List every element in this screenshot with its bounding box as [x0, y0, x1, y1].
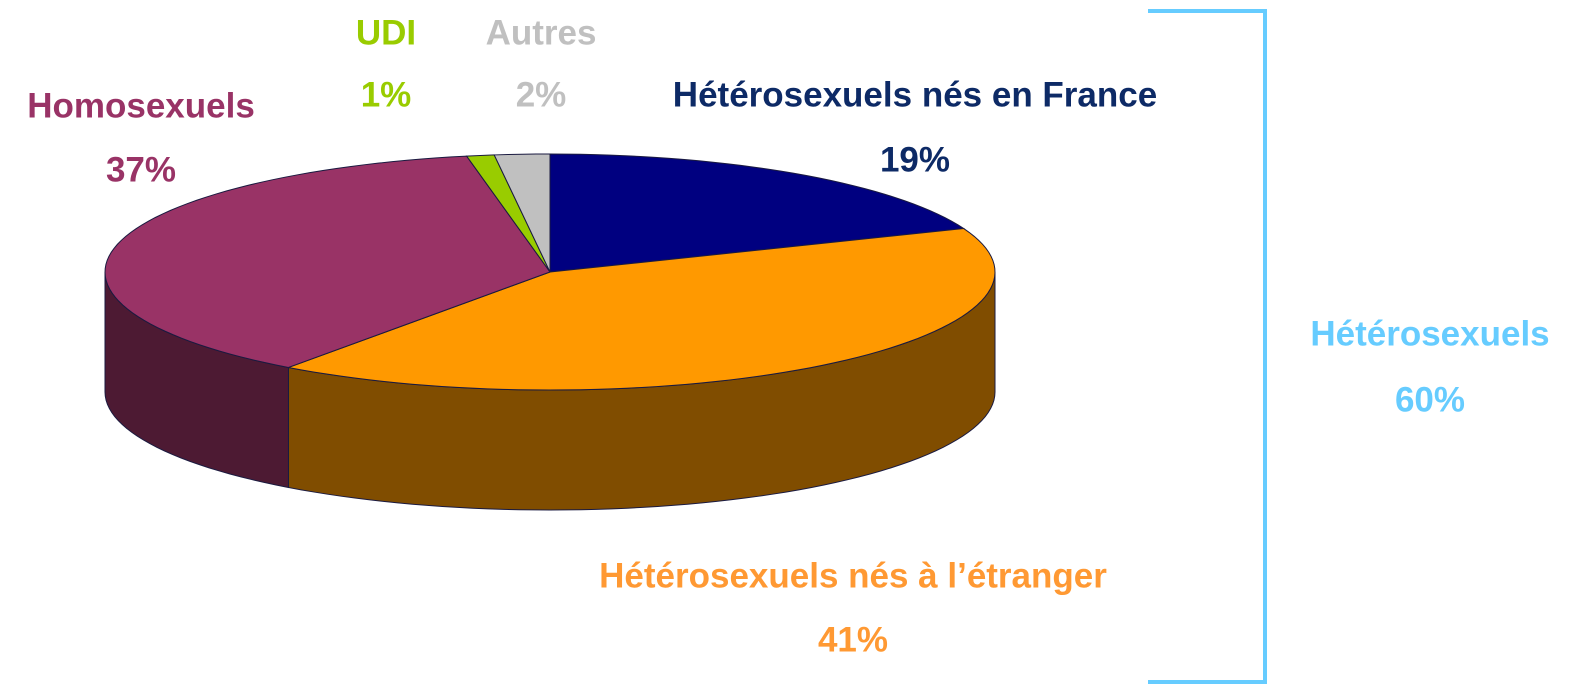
slice-label: Hétérosexuels nés à l’étranger: [599, 556, 1107, 595]
bracket: [1148, 9, 1267, 684]
slice-label: Hétérosexuels nés en France: [673, 75, 1157, 114]
slice-value-label: 1%: [361, 75, 412, 114]
annotation-value-label: 60%: [1395, 380, 1465, 419]
pie-slice: [493, 153, 551, 273]
slice-label: Homosexuels: [27, 86, 255, 125]
slice-label: UDI: [356, 13, 416, 52]
pie-slice: [549, 153, 966, 273]
slice-value-label: 2%: [516, 75, 567, 114]
slice-label: Autres: [486, 13, 597, 52]
annotation-label: Hétérosexuels: [1310, 314, 1549, 353]
pie-slice: [104, 155, 551, 368]
slice-value-label: 37%: [106, 150, 176, 189]
slice-value-label: 41%: [818, 620, 888, 659]
slice-value-label: 19%: [880, 140, 950, 179]
pie-slice: [286, 228, 996, 391]
